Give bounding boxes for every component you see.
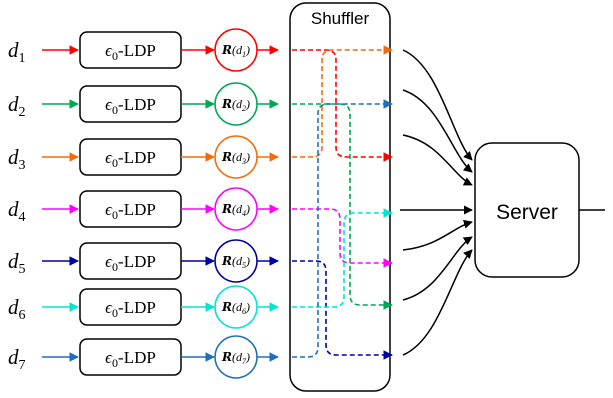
data-label-4: d4 (8, 197, 26, 225)
server-input-arrow-5 (402, 219, 473, 251)
row-2: d2 ϵ0-LDP R(d2) (8, 82, 279, 126)
shuffler-box (289, 2, 391, 392)
server-input-arrow-7 (402, 249, 473, 356)
report-label-1: R(d1) (221, 43, 250, 59)
row-1: d1 ϵ0-LDP R(d1) (8, 28, 279, 72)
report-label-6: R(d6) (221, 300, 250, 316)
row-7: d7 ϵ0-LDP R(d7) (8, 335, 279, 379)
shuffle-path-7 (292, 99, 393, 358)
server-label: Server (496, 201, 558, 224)
ldp-label-1: ϵ0-LDP (105, 41, 156, 63)
data-label-6: d6 (8, 295, 26, 323)
data-label-7: d7 (8, 345, 26, 373)
ldp-label-5: ϵ0-LDP (105, 252, 156, 274)
report-label-2: R(d2) (221, 97, 250, 113)
data-label-5: d5 (8, 249, 26, 277)
ldp-label-2: ϵ0-LDP (105, 95, 156, 117)
data-label-1: d1 (8, 38, 26, 66)
ldp-label-7: ϵ0-LDP (105, 348, 156, 370)
shuffle-path-3 (292, 45, 393, 158)
server-input-arrow-1 (402, 49, 473, 161)
row-6: d6 ϵ0-LDP R(d6) (8, 285, 279, 329)
report-label-7: R(d7) (221, 350, 250, 366)
shuffle-paths (292, 45, 393, 360)
data-label-3: d3 (8, 145, 26, 173)
rows-layer: d1 ϵ0-LDP R(d1)d2 ϵ0-LDP R(d2)d3 ϵ0-LDP R(d3)d… (8, 28, 279, 379)
row-5: d5 ϵ0-LDP R(d5) (8, 239, 279, 283)
row-3: d3 ϵ0-LDP R(d3) (8, 135, 279, 179)
data-label-2: d2 (8, 92, 26, 120)
report-label-4: R(d4) (221, 202, 250, 218)
ldp-label-6: ϵ0-LDP (105, 298, 156, 320)
shuffle-path-6 (292, 208, 393, 308)
server-input-arrow-2 (402, 89, 473, 173)
server-input-arrows (400, 49, 473, 356)
shuffle-path-4 (292, 208, 393, 268)
shuffle-path-5 (292, 260, 393, 360)
row-4: d4 ϵ0-LDP R(d4) (8, 187, 279, 231)
server-input-arrow-3 (402, 134, 473, 186)
report-label-3: R(d3) (221, 150, 250, 166)
ldp-label-4: ϵ0-LDP (105, 200, 156, 222)
ldp-label-3: ϵ0-LDP (105, 148, 156, 170)
shuffler-label: Shuffler (311, 9, 370, 28)
server-input-arrow-6 (402, 236, 473, 301)
report-label-5: R(d5) (221, 254, 250, 270)
